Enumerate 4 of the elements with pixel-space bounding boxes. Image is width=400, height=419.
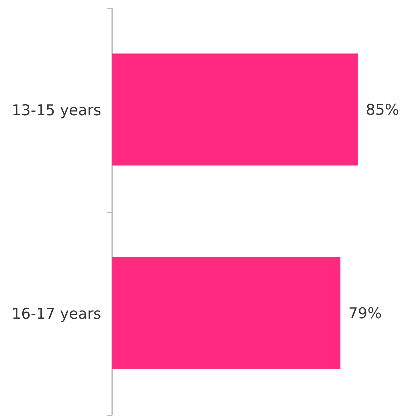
- data-label: 85%: [366, 100, 400, 119]
- y-tick-label: 16-17 years: [12, 304, 102, 323]
- y-tick-label: 13-15 years: [12, 101, 102, 120]
- data-label: 79%: [348, 304, 382, 322]
